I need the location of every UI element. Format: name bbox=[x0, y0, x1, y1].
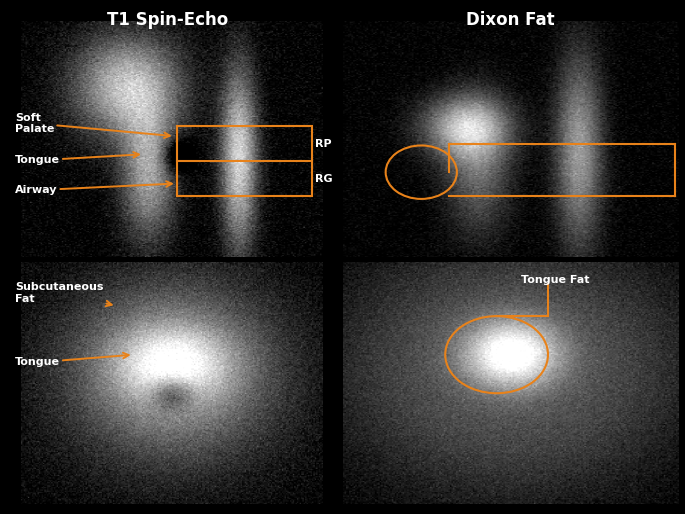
Bar bbox=[177, 126, 312, 196]
Text: Airway: Airway bbox=[15, 181, 172, 195]
Text: Dixon Fat: Dixon Fat bbox=[466, 11, 555, 29]
Text: Subcutaneous
Fat: Subcutaneous Fat bbox=[15, 282, 112, 306]
Text: T1 Spin-Echo: T1 Spin-Echo bbox=[107, 11, 229, 29]
Text: Tongue: Tongue bbox=[15, 152, 139, 166]
Text: Tongue: Tongue bbox=[15, 353, 129, 368]
Text: RG: RG bbox=[315, 174, 333, 183]
Text: Tongue Fat: Tongue Fat bbox=[521, 275, 589, 285]
Text: Soft
Palate: Soft Palate bbox=[15, 113, 170, 138]
Text: RP: RP bbox=[315, 139, 332, 149]
